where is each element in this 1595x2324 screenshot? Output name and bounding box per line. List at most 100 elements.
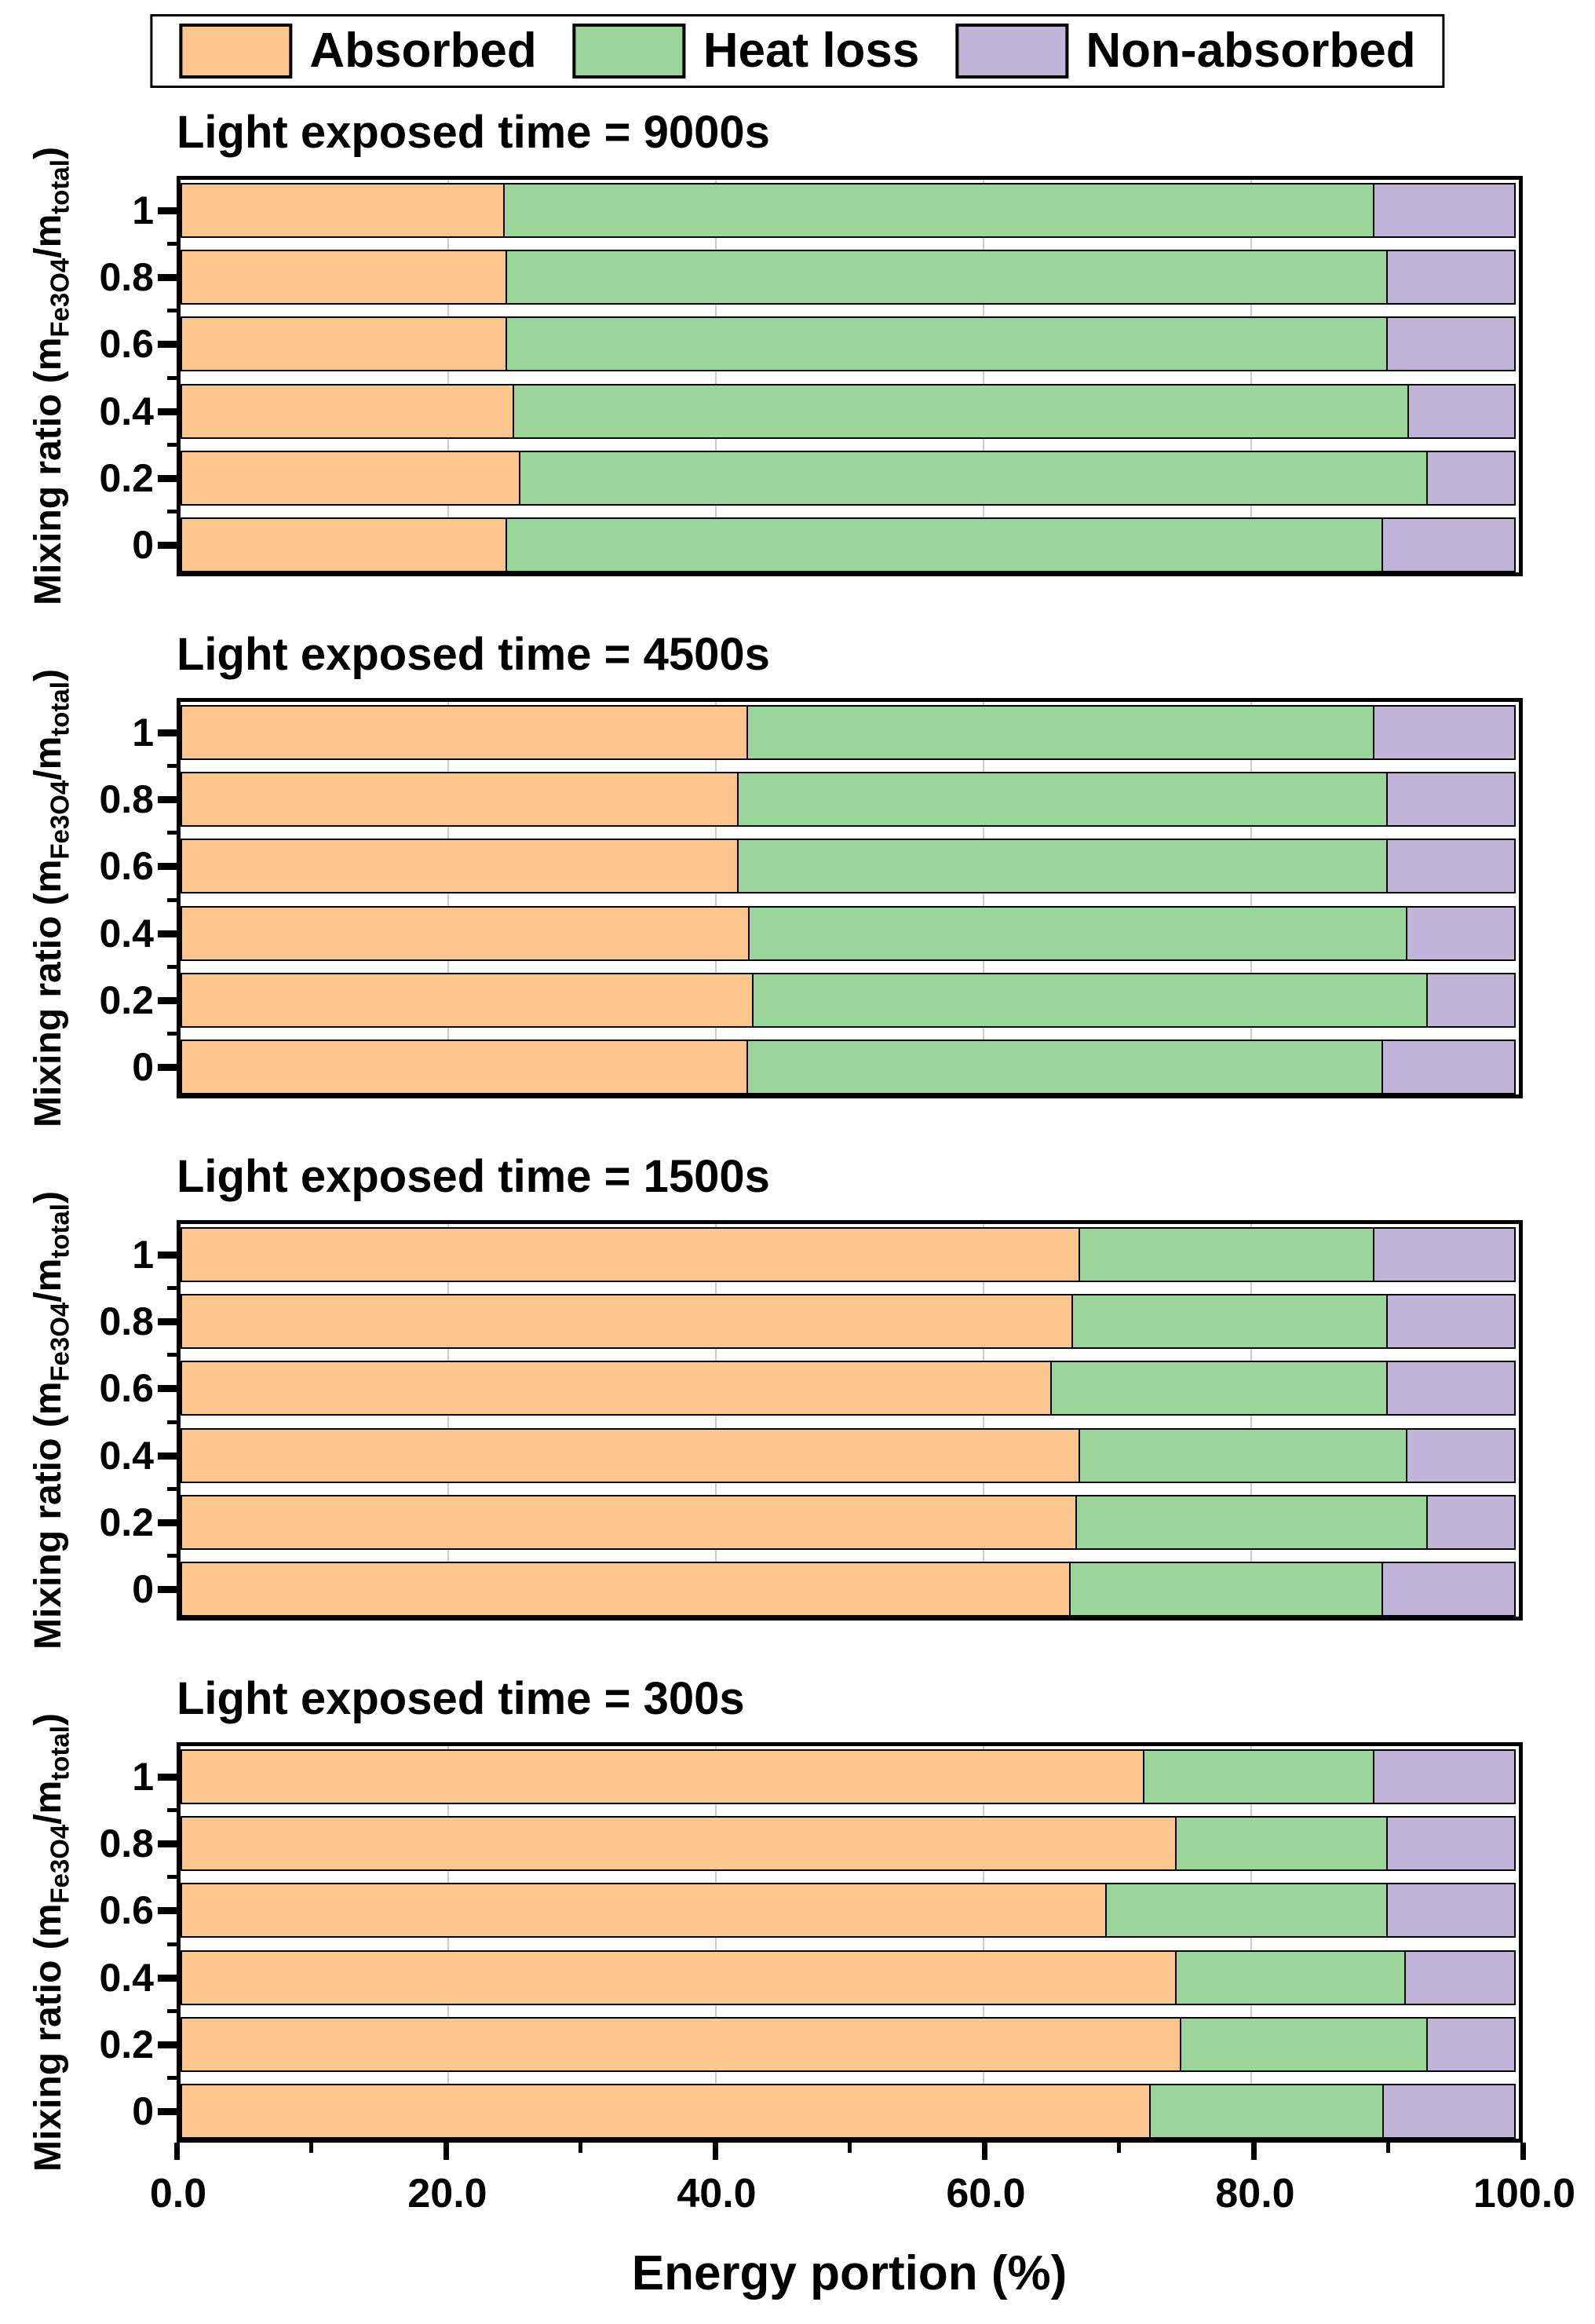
panel-title: Light exposed time = 9000s [177, 107, 770, 158]
x-tick-label: 80.0 [1215, 2171, 1295, 2216]
bar-segment-absorbed [181, 906, 750, 961]
bar-row [181, 451, 1519, 506]
y-tick-label: 1 [132, 1233, 154, 1277]
bar-segment-heat-loss [1078, 1428, 1408, 1483]
y-tick-label: 0.2 [99, 456, 154, 500]
bar-segment-absorbed [181, 2017, 1182, 2072]
y-tick-minor [167, 2009, 177, 2013]
x-tick-major [1251, 2143, 1257, 2160]
y-tick-major [158, 930, 177, 937]
y-tick-label: 0.8 [99, 1822, 154, 1865]
y-tick-label: 0 [132, 1567, 154, 1611]
bar-segment-non-absorbed [1385, 772, 1516, 827]
bar-segment-absorbed [181, 973, 754, 1028]
y-tick-major [158, 274, 177, 281]
y-tick-minor [167, 376, 177, 380]
y-tick-label: 0.2 [99, 2023, 154, 2066]
bar-segment-non-absorbed [1385, 250, 1516, 305]
y-tick-minor [167, 1942, 177, 1946]
bar-row [181, 2084, 1519, 2139]
bar-segment-heat-loss [746, 1040, 1384, 1094]
y-tick-major [158, 1907, 177, 1914]
bar-segment-heat-loss [1071, 1294, 1388, 1349]
y-tick-minor [167, 1032, 177, 1036]
bar-segment-heat-loss [1104, 1883, 1388, 1938]
bar-segment-non-absorbed [1407, 384, 1516, 439]
y-tick-label: 0.8 [99, 255, 154, 299]
bar-row [181, 906, 1519, 961]
legend-label: Absorbed [309, 24, 537, 78]
bar-segment-non-absorbed [1425, 973, 1516, 1028]
bar-segment-absorbed [181, 839, 739, 893]
bar-segment-heat-loss [736, 839, 1388, 893]
bar-segment-absorbed [181, 316, 508, 371]
y-tick-label: 0.4 [99, 912, 154, 956]
bar-segment-absorbed [181, 384, 514, 439]
bar-segment-non-absorbed [1381, 1562, 1516, 1617]
y-tick-minor [167, 2076, 177, 2080]
bar-row [181, 1950, 1519, 2005]
bar-segment-heat-loss [736, 772, 1388, 827]
y-tick-minor [167, 1875, 177, 1879]
bar-segment-absorbed [181, 1749, 1144, 1804]
y-tick-label: 0 [132, 1045, 154, 1089]
y-tick-major [158, 542, 177, 549]
grid-line [983, 702, 984, 1094]
bar-segment-absorbed [181, 1883, 1107, 1938]
y-tick-minor [167, 965, 177, 969]
x-tick-major [982, 2143, 987, 2160]
legend-label: Heat loss [703, 24, 920, 78]
x-axis-title: Energy portion (%) [631, 2246, 1068, 2300]
grid-line [1250, 1224, 1252, 1617]
y-tick-label: 0.8 [99, 777, 154, 821]
grid-line [447, 702, 449, 1094]
bar-segment-absorbed [181, 2084, 1152, 2139]
bar-segment-heat-loss [1068, 1562, 1384, 1617]
bar-row [181, 1816, 1519, 1871]
grid-line [447, 180, 449, 572]
y-tick-minor [167, 1286, 177, 1290]
x-tick-minor [309, 2143, 313, 2153]
y-tick-major [158, 1774, 177, 1781]
y-tick-minor [167, 242, 177, 246]
bar-segment-absorbed [181, 1294, 1074, 1349]
x-tick-label: 20.0 [407, 2171, 487, 2216]
bar-segment-non-absorbed [1406, 906, 1516, 961]
panel-plot-area [177, 698, 1523, 1098]
x-tick-minor [848, 2143, 852, 2153]
bar-row [181, 705, 1519, 760]
y-tick-major [158, 997, 177, 1004]
bar-segment-heat-loss [506, 316, 1388, 371]
bar-segment-heat-loss [506, 250, 1388, 305]
bar-segment-heat-loss [1142, 1749, 1374, 1804]
bar-segment-non-absorbed [1404, 1950, 1516, 2005]
bar-segment-non-absorbed [1381, 2084, 1516, 2139]
bar-row [181, 973, 1519, 1028]
x-tick-minor [1117, 2143, 1121, 2153]
grid-line [1250, 180, 1252, 572]
bar-segment-non-absorbed [1372, 1749, 1516, 1804]
y-tick-major [158, 1318, 177, 1325]
x-tick-major [713, 2143, 718, 2160]
bar-segment-heat-loss [1174, 1950, 1407, 2005]
y-tick-label: 0.4 [99, 1956, 154, 2000]
x-tick-major [1520, 2143, 1526, 2160]
bar-segment-heat-loss [1049, 1361, 1388, 1416]
y-tick-label: 0.2 [99, 1500, 154, 1544]
y-tick-minor [167, 1487, 177, 1491]
grid-line [715, 1746, 717, 2139]
bar-row [181, 1040, 1519, 1094]
y-tick-label: 0 [132, 2089, 154, 2133]
bar-row [181, 1227, 1519, 1282]
bar-segment-non-absorbed [1385, 839, 1516, 893]
bar-segment-non-absorbed [1385, 316, 1516, 371]
bar-row [181, 772, 1519, 827]
y-tick-major [158, 1975, 177, 1982]
y-tick-major [158, 1452, 177, 1460]
x-tick-label: 60.0 [946, 2171, 1026, 2216]
grid-line [715, 702, 717, 1094]
bar-row [181, 839, 1519, 893]
bar-segment-heat-loss [751, 973, 1428, 1028]
y-tick-major [158, 863, 177, 870]
